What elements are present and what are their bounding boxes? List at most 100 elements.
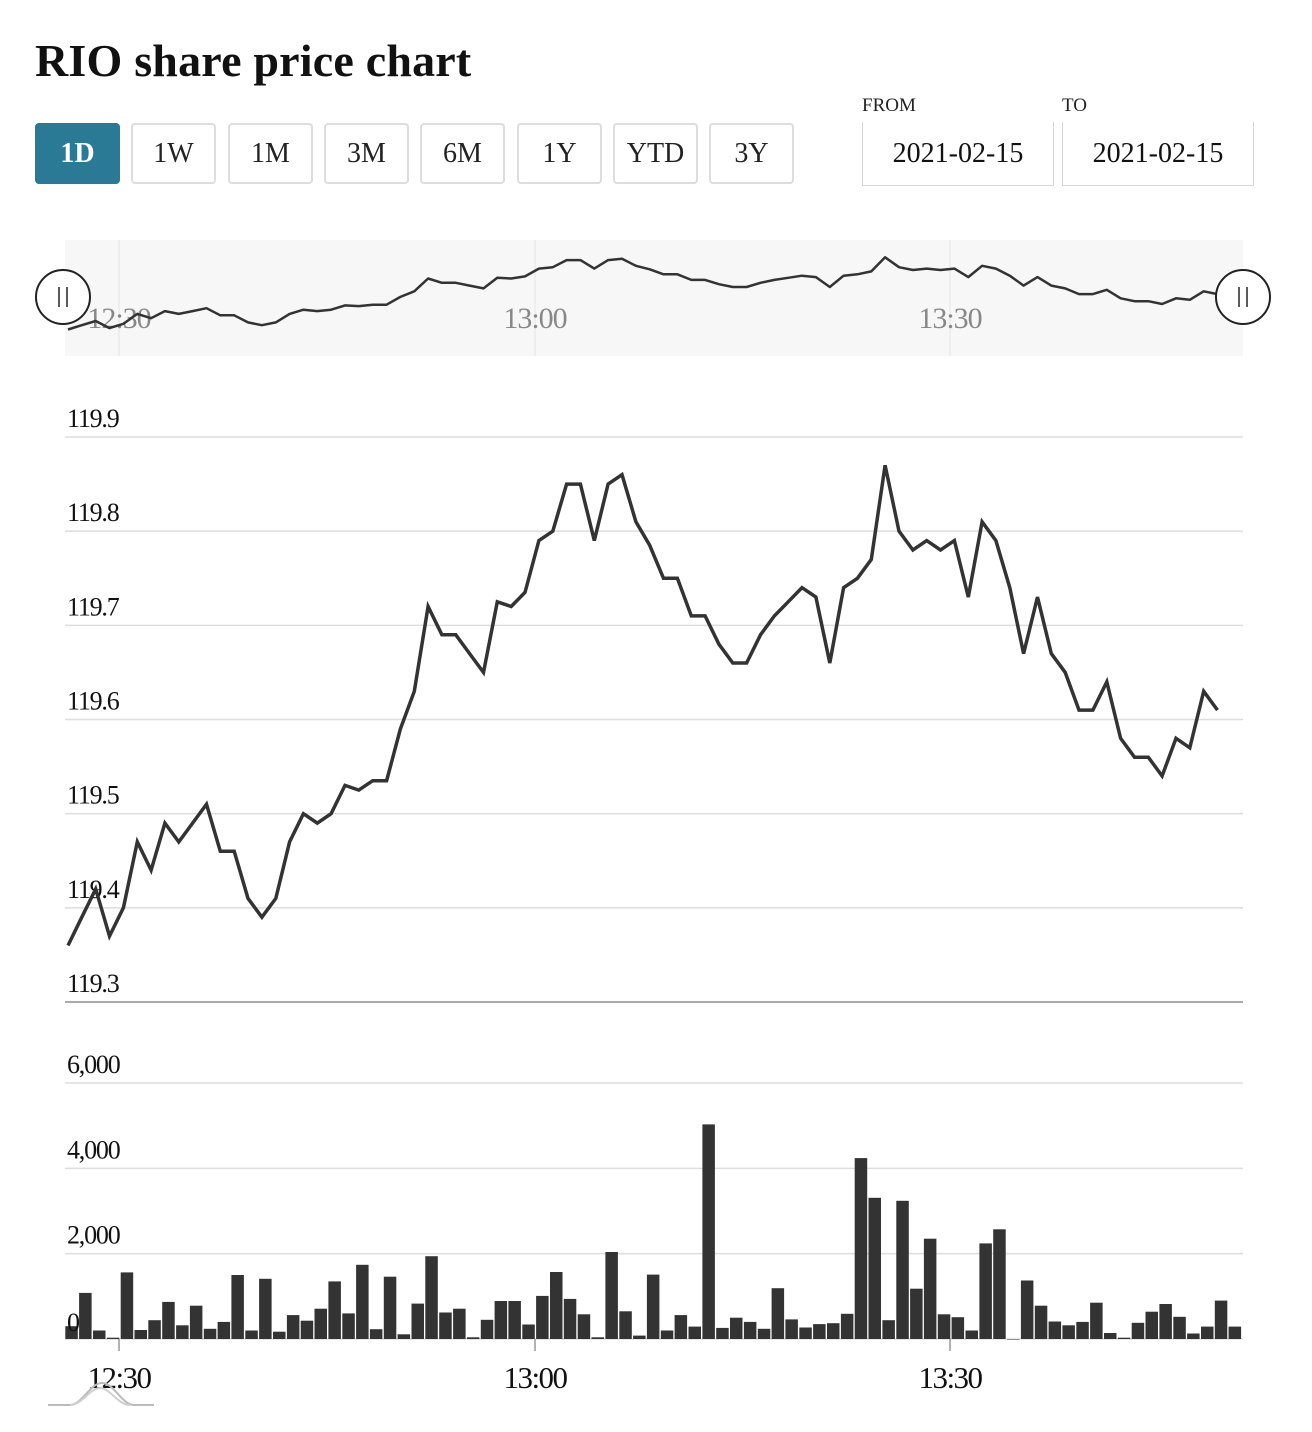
volume-bar bbox=[910, 1288, 923, 1339]
volume-bar bbox=[342, 1313, 355, 1339]
volume-bar bbox=[245, 1330, 258, 1339]
volume-bar bbox=[1034, 1305, 1048, 1339]
navigator-background[interactable] bbox=[65, 240, 1243, 356]
from-date-input[interactable] bbox=[862, 122, 1054, 186]
volume-bar bbox=[1173, 1316, 1186, 1339]
navigator-left-handle[interactable] bbox=[35, 269, 91, 325]
price-axis-tick-label: 119.8 bbox=[67, 498, 120, 527]
volume-bar bbox=[425, 1256, 438, 1339]
volume-bar bbox=[716, 1327, 729, 1339]
range-button-6m[interactable]: 6M bbox=[420, 123, 505, 184]
volume-axis-tick-label: 6,000 bbox=[67, 1050, 121, 1079]
volume-bar bbox=[730, 1317, 743, 1339]
volume-bar bbox=[1214, 1300, 1228, 1339]
volume-bar bbox=[1117, 1337, 1131, 1339]
volume-bar bbox=[563, 1298, 577, 1339]
volume-bar bbox=[134, 1330, 147, 1339]
price-axis-tick-label: 119.7 bbox=[67, 592, 120, 621]
range-button-1w[interactable]: 1W bbox=[131, 123, 216, 184]
volume-bar bbox=[79, 1292, 92, 1339]
volume-bar bbox=[411, 1303, 424, 1339]
range-button-1m[interactable]: 1M bbox=[228, 123, 313, 184]
volume-bar bbox=[162, 1301, 175, 1339]
volume-bar bbox=[1007, 1339, 1020, 1340]
volume-bar bbox=[466, 1337, 480, 1339]
volume-bar bbox=[1090, 1302, 1103, 1339]
chart-type-icon bbox=[69, 1386, 131, 1406]
volume-bar bbox=[674, 1315, 688, 1339]
volume-bar bbox=[217, 1321, 231, 1339]
range-button-3y[interactable]: 3Y bbox=[709, 123, 794, 184]
volume-bar bbox=[660, 1330, 674, 1339]
price-axis-tick-label: 119.6 bbox=[67, 687, 120, 716]
volume-bar bbox=[646, 1274, 660, 1339]
volume-bar bbox=[494, 1301, 508, 1339]
volume-bar bbox=[231, 1275, 244, 1339]
x-axis-tick-label: 12:30 bbox=[87, 1360, 151, 1395]
price-axis-tick-label: 119.5 bbox=[67, 781, 119, 810]
range-button-ytd[interactable]: YTD bbox=[613, 123, 698, 184]
range-button-1d[interactable]: 1D bbox=[35, 123, 120, 184]
volume-bar bbox=[356, 1264, 369, 1339]
navigator-right-handle[interactable] bbox=[1215, 269, 1271, 325]
volume-bar bbox=[785, 1319, 798, 1339]
to-label: TO bbox=[1062, 95, 1087, 116]
volume-bar bbox=[1131, 1322, 1145, 1339]
volume-bar bbox=[189, 1305, 203, 1339]
volume-bar bbox=[1159, 1304, 1172, 1339]
volume-bar bbox=[328, 1281, 341, 1339]
volume-bar bbox=[439, 1312, 452, 1339]
volume-bar bbox=[286, 1315, 300, 1339]
volume-axis-tick-label: 4,000 bbox=[67, 1135, 121, 1164]
volume-bar bbox=[508, 1301, 521, 1339]
to-date-input[interactable] bbox=[1062, 122, 1254, 186]
volume-bar bbox=[591, 1337, 604, 1339]
volume-bar bbox=[577, 1314, 591, 1339]
volume-bar bbox=[923, 1238, 937, 1339]
volume-bar bbox=[522, 1324, 535, 1339]
volume-bar bbox=[397, 1334, 411, 1339]
volume-bar bbox=[1228, 1326, 1242, 1339]
volume-bar bbox=[65, 1326, 78, 1339]
volume-bar bbox=[979, 1243, 992, 1339]
volume-bar bbox=[259, 1278, 272, 1339]
volume-bar bbox=[771, 1288, 785, 1339]
price-axis-tick-label: 119.9 bbox=[67, 404, 119, 433]
volume-bar bbox=[937, 1314, 951, 1339]
navigator-tick-label: 13:30 bbox=[918, 302, 981, 335]
volume-bar bbox=[702, 1124, 715, 1339]
range-button-1y[interactable]: 1Y bbox=[517, 123, 602, 184]
volume-axis-tick-label: 0 bbox=[67, 1308, 80, 1337]
volume-bar bbox=[854, 1158, 868, 1339]
x-axis-tick-label: 13:00 bbox=[503, 1360, 567, 1395]
volume-bar bbox=[550, 1272, 563, 1339]
volume-bar bbox=[480, 1319, 494, 1339]
volume-bar bbox=[1048, 1321, 1062, 1339]
volume-bar bbox=[148, 1320, 161, 1339]
price-axis-tick-label: 119.4 bbox=[67, 875, 120, 904]
volume-bar bbox=[965, 1330, 978, 1339]
navigator-tick-label: 13:00 bbox=[503, 302, 566, 335]
volume-bar bbox=[273, 1331, 286, 1339]
volume-bar bbox=[688, 1326, 701, 1339]
volume-bar bbox=[176, 1325, 189, 1339]
volume-axis-tick-label: 2,000 bbox=[67, 1221, 121, 1250]
volume-bar bbox=[868, 1197, 881, 1339]
range-button-3m[interactable]: 3M bbox=[324, 123, 409, 184]
volume-bar bbox=[896, 1200, 909, 1339]
volume-bar bbox=[314, 1308, 327, 1339]
volume-bar bbox=[882, 1320, 895, 1339]
volume-bar bbox=[619, 1311, 632, 1339]
price-axis-tick-label: 119.3 bbox=[67, 969, 119, 998]
navigator-tick-label: 12:30 bbox=[87, 302, 150, 335]
volume-bar bbox=[1062, 1325, 1075, 1339]
volume-bar bbox=[383, 1276, 397, 1339]
volume-bar bbox=[827, 1323, 840, 1339]
volume-bar bbox=[1145, 1311, 1158, 1339]
volume-bar bbox=[605, 1252, 618, 1339]
volume-bar bbox=[1201, 1326, 1214, 1339]
volume-bar bbox=[453, 1308, 466, 1339]
volume-bar bbox=[743, 1321, 757, 1339]
from-label: FROM bbox=[862, 95, 916, 116]
